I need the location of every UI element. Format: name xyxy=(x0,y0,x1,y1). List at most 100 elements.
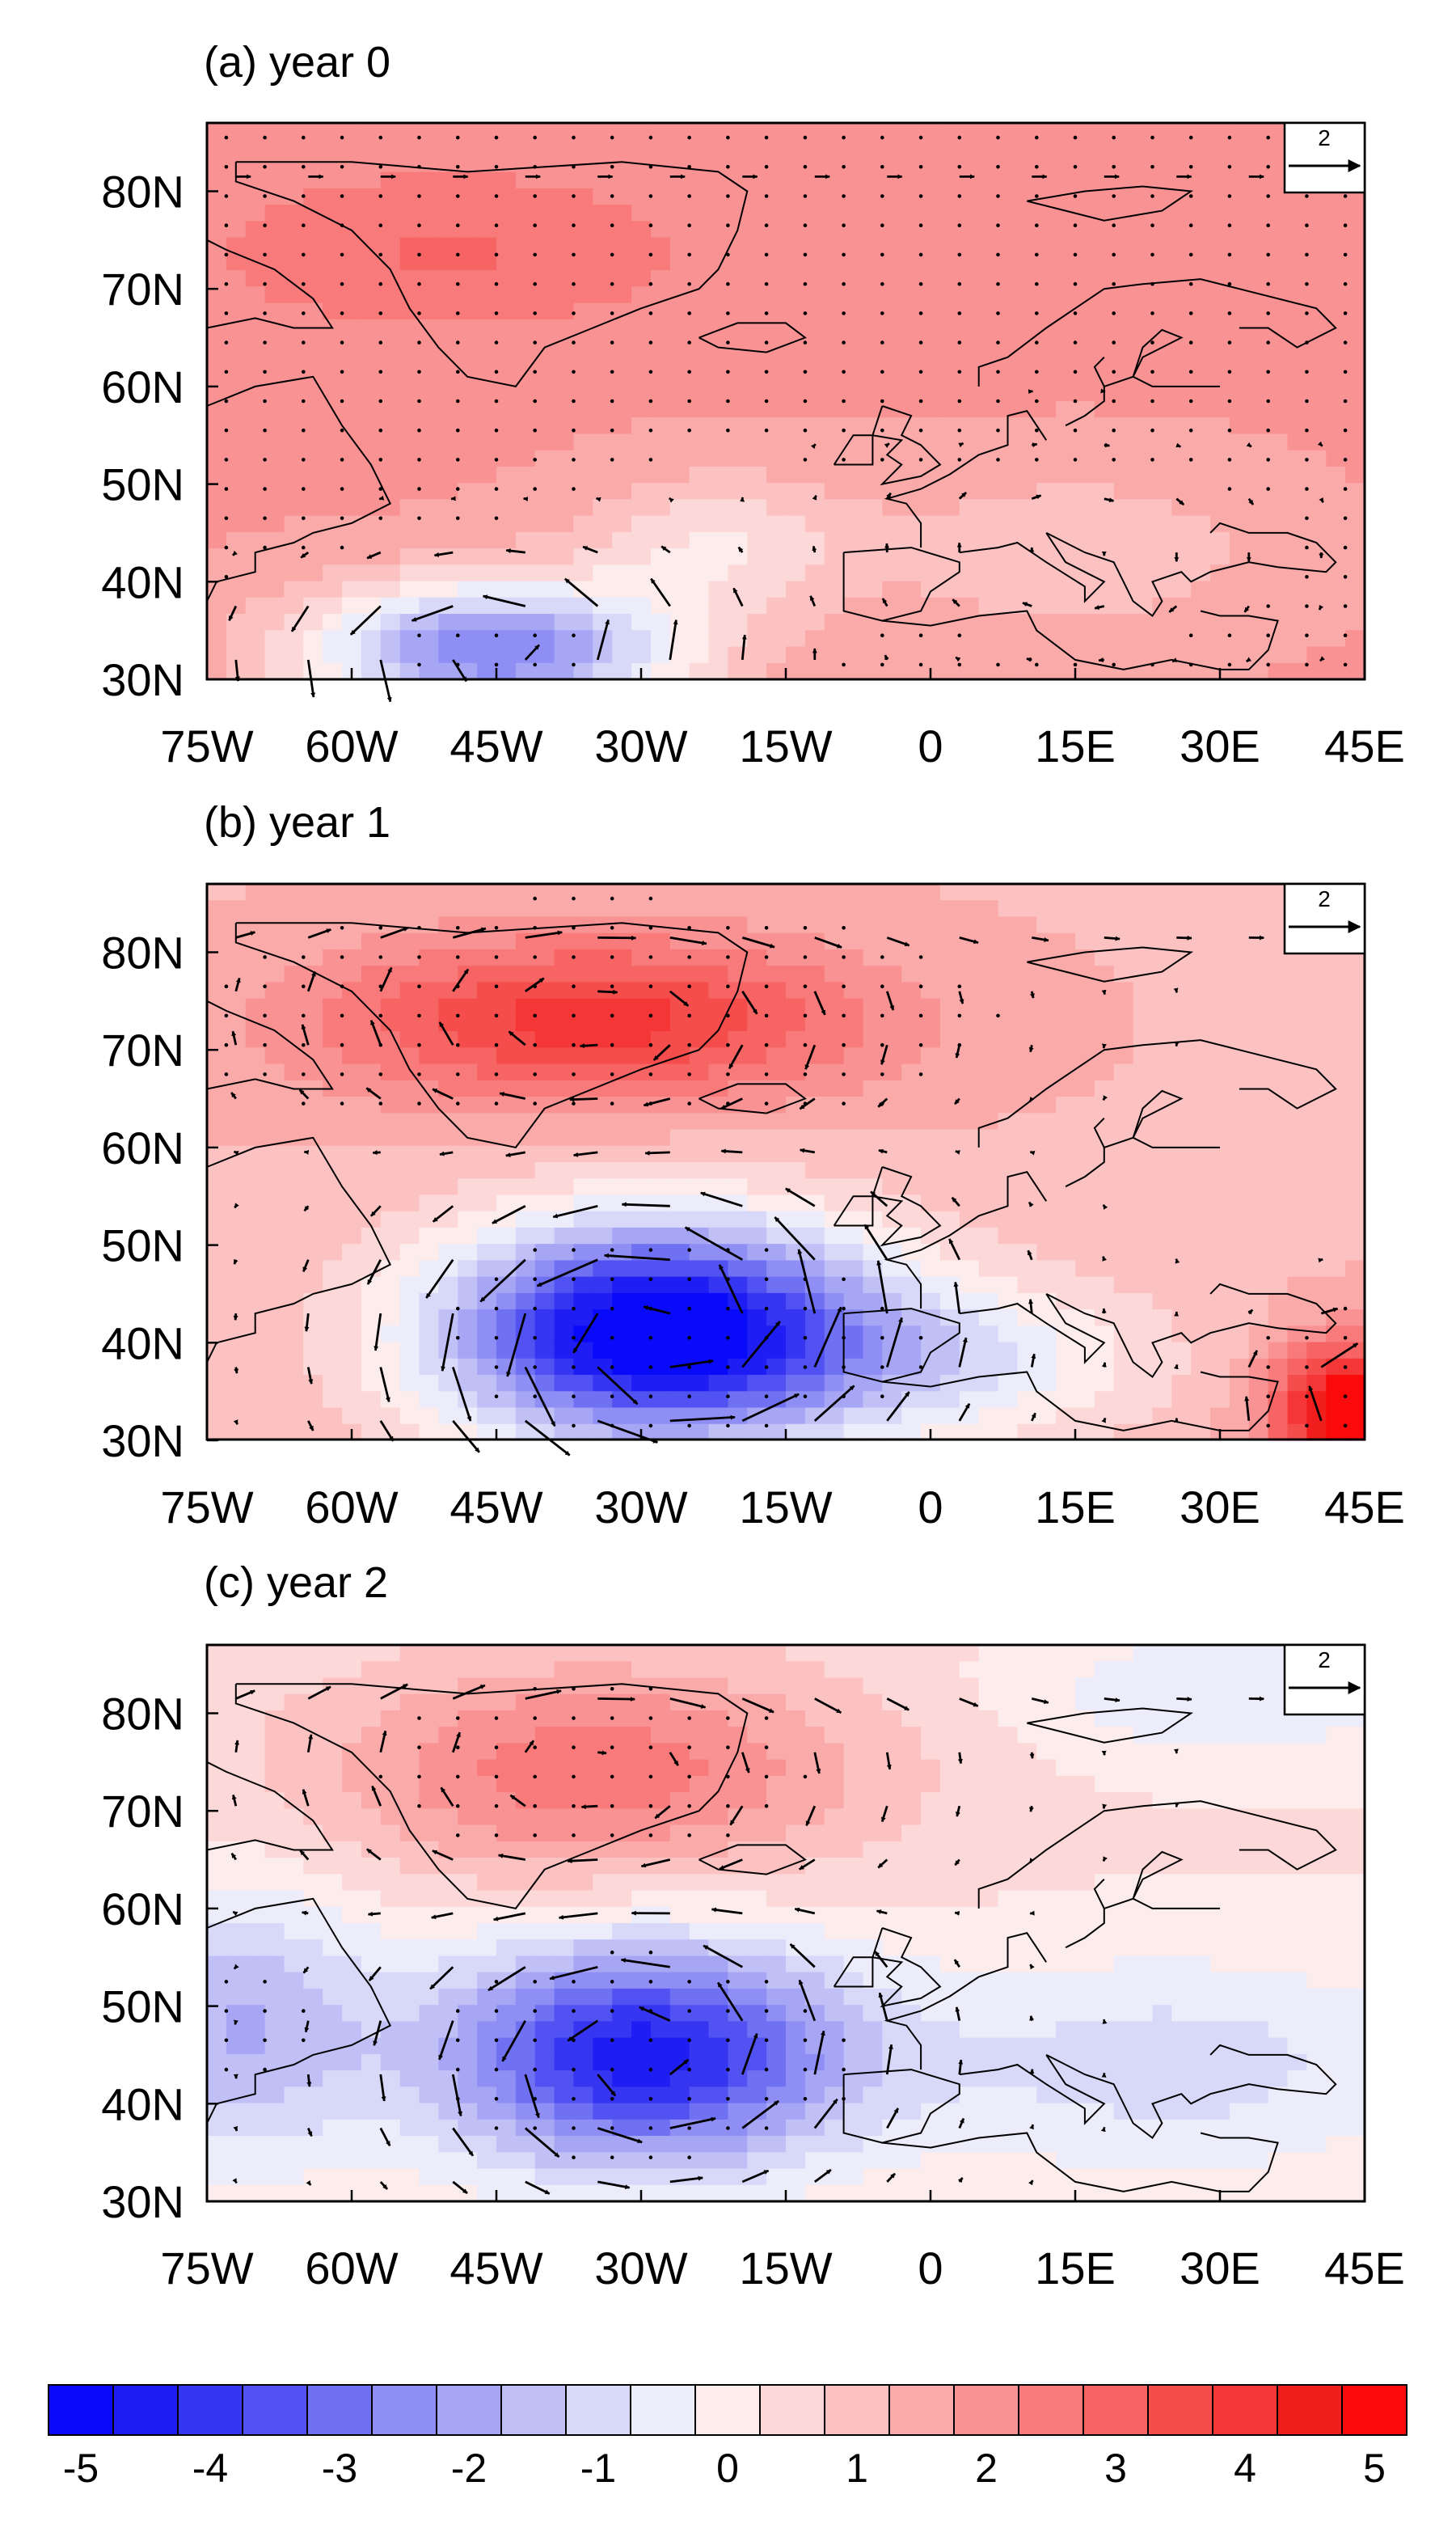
field-cell xyxy=(921,1325,941,1343)
field-cell xyxy=(921,998,941,1016)
field-cell xyxy=(207,884,227,901)
field-cell xyxy=(342,1014,362,1032)
field-cell xyxy=(380,662,401,680)
field-cell xyxy=(303,1407,323,1425)
field-cell xyxy=(1268,1063,1289,1081)
stipple-dot xyxy=(918,428,923,433)
field-cell xyxy=(978,1391,999,1409)
field-cell xyxy=(959,188,980,205)
field-cell xyxy=(438,949,458,966)
field-cell xyxy=(959,368,980,386)
field-cell xyxy=(669,1063,690,1081)
stipple-dot xyxy=(726,370,730,374)
field-cell xyxy=(1056,1276,1076,1294)
field-cell xyxy=(1017,1375,1037,1392)
field-cell xyxy=(1152,966,1172,983)
field-cell xyxy=(1229,302,1250,320)
field-cell xyxy=(1017,1145,1037,1163)
stipple-dot xyxy=(764,428,769,433)
field-cell xyxy=(1268,1145,1289,1163)
field-cell xyxy=(342,1358,362,1376)
field-cell xyxy=(534,286,555,304)
field-cell xyxy=(1306,384,1327,402)
field-cell xyxy=(631,1342,652,1359)
field-cell xyxy=(1133,155,1154,173)
field-cell xyxy=(901,1276,922,1294)
field-cell xyxy=(766,270,787,287)
field-cell xyxy=(612,1031,632,1048)
field-cell xyxy=(728,1129,748,1147)
field-cell xyxy=(1094,998,1115,1016)
field-cell xyxy=(1210,1391,1230,1409)
field-cell xyxy=(804,1375,825,1392)
stipple-dot xyxy=(494,926,499,930)
field-cell xyxy=(1287,205,1307,222)
stipple-dot xyxy=(494,1394,499,1398)
field-cell xyxy=(1152,916,1172,934)
field-cell xyxy=(921,433,941,451)
stipple-dot xyxy=(263,1013,267,1018)
field-cell xyxy=(1094,401,1115,418)
field-cell xyxy=(804,433,825,451)
stipple-dot xyxy=(996,135,1000,140)
field-cell xyxy=(399,1097,420,1114)
field-cell xyxy=(1268,884,1289,901)
field-cell xyxy=(824,1260,845,1278)
field-cell xyxy=(1210,401,1230,418)
field-cell xyxy=(612,1276,632,1294)
field-cell xyxy=(1326,531,1346,549)
field-cell xyxy=(554,662,575,680)
wind-vector xyxy=(452,659,468,683)
field-cell xyxy=(399,352,420,370)
field-cell xyxy=(689,1407,710,1425)
field-cell xyxy=(1056,483,1076,501)
field-cell xyxy=(593,221,613,239)
field-cell xyxy=(669,1292,690,1310)
field-cell xyxy=(515,884,536,901)
field-cell xyxy=(593,966,613,983)
stipple-dot xyxy=(687,340,691,345)
field-cell xyxy=(689,630,710,648)
field-cell xyxy=(1133,515,1154,533)
field-cell xyxy=(882,270,902,287)
wind-vector xyxy=(572,1313,599,1354)
field-cell xyxy=(207,1113,227,1131)
field-cell xyxy=(1094,1080,1115,1097)
field-cell xyxy=(843,286,864,304)
field-cell xyxy=(1287,1162,1307,1179)
field-cell xyxy=(824,237,845,255)
stipple-dot xyxy=(378,340,383,345)
field-cell xyxy=(264,1309,285,1326)
field-cell xyxy=(1133,1211,1154,1228)
stipple-dot xyxy=(687,1042,691,1047)
field-cell xyxy=(978,237,999,255)
field-cell xyxy=(959,982,980,1000)
field-cell xyxy=(1210,336,1230,353)
field-cell xyxy=(998,998,1018,1016)
field-cell xyxy=(1075,630,1095,648)
field-cell xyxy=(998,949,1018,966)
field-cell xyxy=(804,253,825,271)
field-cell xyxy=(1036,1031,1057,1048)
field-cell xyxy=(708,401,728,418)
stipple-dot xyxy=(494,487,499,491)
field-cell xyxy=(207,450,227,467)
field-cell xyxy=(264,270,285,287)
field-cell xyxy=(882,155,902,173)
field-cell xyxy=(1036,352,1057,370)
field-cell xyxy=(1171,1162,1192,1179)
field-cell xyxy=(1036,932,1057,950)
field-cell xyxy=(284,531,304,549)
field-cell xyxy=(1229,1014,1250,1032)
field-cell xyxy=(1326,630,1346,648)
wind-vector xyxy=(1244,1396,1251,1422)
field-cell xyxy=(226,336,247,353)
field-cell xyxy=(1229,270,1250,287)
field-cell xyxy=(399,515,420,533)
field-cell xyxy=(1075,221,1095,239)
field-cell xyxy=(1113,155,1134,173)
stipple-dot xyxy=(572,1042,576,1047)
field-cell xyxy=(689,1145,710,1163)
stipple-dot xyxy=(533,1101,537,1106)
y-tick-label: 50N xyxy=(101,459,184,510)
